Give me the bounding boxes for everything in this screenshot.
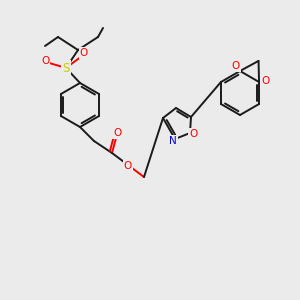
Text: O: O bbox=[124, 161, 132, 171]
Text: O: O bbox=[189, 129, 197, 139]
Text: O: O bbox=[232, 61, 240, 71]
Text: O: O bbox=[80, 48, 88, 58]
Text: O: O bbox=[41, 56, 49, 66]
Text: O: O bbox=[113, 128, 121, 138]
Text: S: S bbox=[62, 61, 70, 74]
Text: N: N bbox=[169, 136, 177, 146]
Text: O: O bbox=[261, 76, 269, 86]
